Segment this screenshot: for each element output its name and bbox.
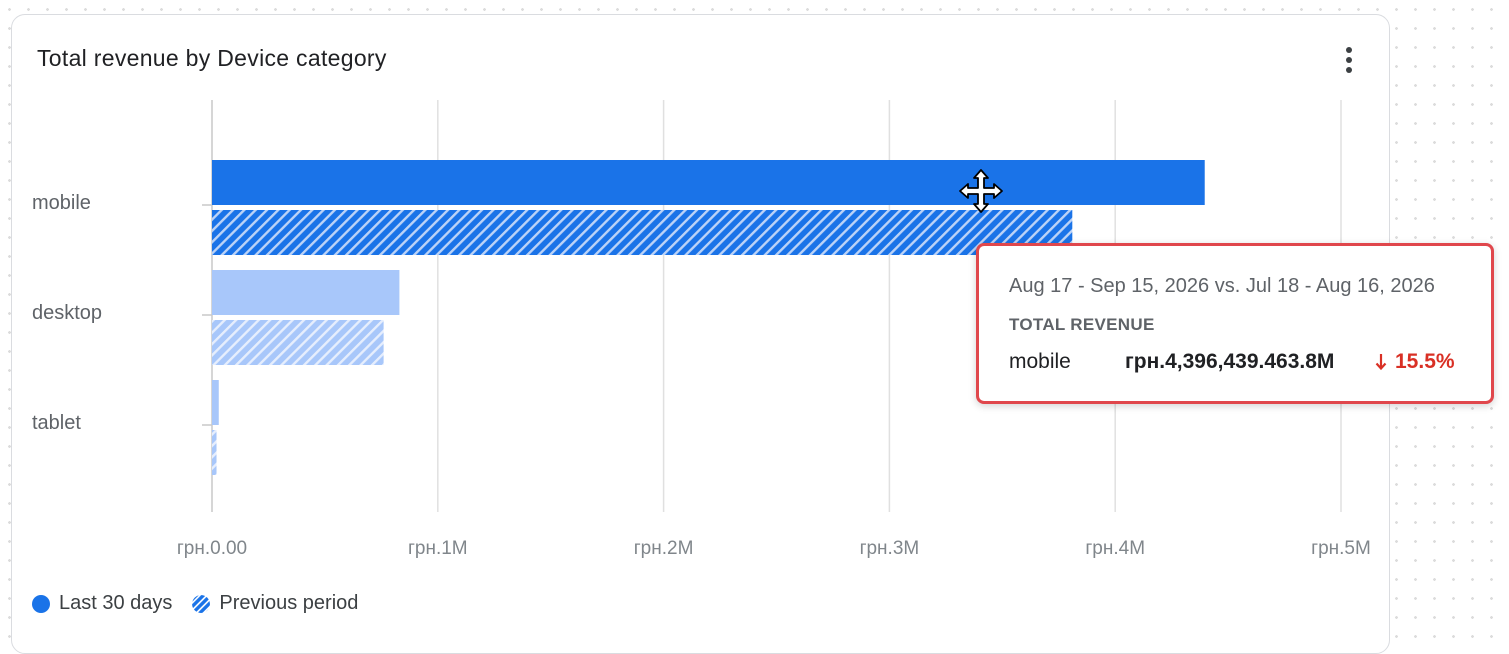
x-tick-label: грн.5M [1311, 538, 1371, 559]
x-tick-label: грн.2M [634, 538, 694, 559]
x-tick-label: грн.0.00 [177, 538, 247, 559]
bar-tablet-last-30-days [212, 380, 219, 425]
bar-desktop-last-30-days [212, 270, 400, 315]
tooltip-change-value: 15.5% [1395, 350, 1455, 373]
legend-item-previous-period[interactable]: Previous period [192, 592, 358, 615]
legend-swatch-solid [32, 594, 50, 613]
chart-tooltip: Aug 17 - Sep 15, 2026 vs. Jul 18 - Aug 1… [976, 243, 1494, 404]
more-vert-icon[interactable] [1334, 43, 1364, 77]
bar-chart: mobile desktop tablet грн.0.00 грн.1M грн.2M… [32, 100, 1371, 559]
tooltip-change: 15.5% [1375, 350, 1455, 374]
arrow-down-icon [1375, 354, 1387, 371]
bar-desktop-previous-period [212, 320, 384, 365]
tooltip-dimension: mobile [1009, 350, 1071, 373]
bar-mobile-previous-period [212, 210, 1073, 255]
move-cursor-icon [959, 169, 1003, 213]
category-label: tablet [32, 412, 81, 434]
x-tick-labels: грн.0.00 грн.1M грн.2M грн.3M грн.4M грн.5M [177, 538, 1371, 559]
bar-tablet-previous-period [212, 430, 217, 475]
bars [212, 160, 1205, 475]
legend-label: Previous period [219, 592, 359, 614]
legend-item-last-30-days[interactable]: Last 30 days [32, 592, 172, 615]
tooltip-value: грн.4,396,439.463.8M [1125, 350, 1335, 373]
legend: Last 30 days Previous period [32, 592, 378, 615]
category-label: mobile [32, 192, 91, 214]
x-tick-label: грн.3M [860, 538, 920, 559]
x-tick-label: грн.1M [408, 538, 468, 559]
card-title: Total revenue by Device category [37, 45, 387, 71]
category-labels: mobile desktop tablet [32, 192, 102, 434]
legend-swatch-hatched [192, 594, 211, 613]
bar-mobile-last-30-days [212, 160, 1205, 205]
tooltip-date-range: Aug 17 - Sep 15, 2026 vs. Jul 18 - Aug 1… [1009, 275, 1435, 297]
tooltip-metric: TOTAL REVENUE [1009, 315, 1155, 334]
category-label: desktop [32, 302, 102, 324]
legend-label: Last 30 days [59, 592, 173, 614]
x-tick-label: грн.4M [1085, 538, 1145, 559]
